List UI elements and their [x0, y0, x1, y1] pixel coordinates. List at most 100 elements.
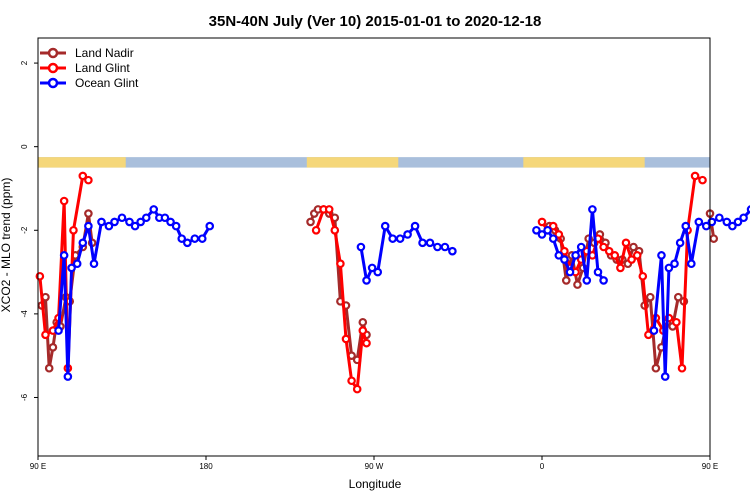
ocean-glint-point — [367, 263, 377, 273]
y-axis-label: XCO2 - MLO trend (ppm) — [0, 178, 13, 313]
ocean-glint-point — [136, 217, 145, 227]
legend-land-glint-marker — [47, 62, 59, 74]
land-glint-point — [41, 330, 50, 340]
land-glint-point — [677, 363, 687, 373]
y-tick-label: 2 — [20, 60, 29, 65]
legend-ocean-glint-marker — [47, 77, 59, 89]
ocean-glint-point — [380, 221, 390, 231]
land-glint-point — [672, 317, 681, 327]
ocean-glint-point — [425, 238, 435, 248]
land-glint-point — [621, 238, 631, 248]
ocean-glint-point — [440, 242, 450, 252]
ocean-glint-point — [543, 225, 552, 235]
y-tick-label: 0 — [20, 144, 29, 149]
ocean-glint-point — [588, 205, 597, 214]
land-nadir-point — [44, 363, 54, 373]
legend-ocean-glint-label: Ocean Glint — [75, 76, 139, 90]
ocean-glint-point — [403, 230, 412, 239]
ocean-glint-point — [728, 221, 737, 231]
ocean-glint-point — [362, 276, 371, 285]
land-glint-point — [627, 255, 636, 264]
land-glint-point — [330, 225, 340, 235]
ocean-glint-point — [675, 238, 685, 248]
ocean-glint-point — [576, 242, 586, 252]
land-glint-point — [554, 230, 564, 239]
ocean-glint-point — [373, 267, 383, 277]
land-nadir-point — [48, 343, 58, 352]
ocean-glint-point — [141, 213, 151, 223]
land-band-segment — [306, 157, 399, 168]
ocean-glint-point — [582, 276, 592, 285]
x-tick-label: 90 W — [365, 462, 384, 471]
ocean-glint-point — [670, 259, 679, 269]
land-nadir-point — [561, 276, 571, 285]
land-glint-point — [59, 196, 69, 206]
ocean-glint-point — [63, 372, 73, 381]
land-glint-point — [84, 175, 93, 185]
land-glint-point — [604, 246, 614, 256]
ocean-glint-point — [205, 221, 215, 231]
land-glint-point — [644, 330, 653, 340]
ocean-glint-point — [660, 372, 670, 381]
land-glint-point — [341, 334, 351, 344]
land-glint-point — [599, 242, 608, 252]
ocean-glint-point — [448, 246, 457, 256]
ocean-glint-point — [418, 238, 427, 248]
land-nadir-point — [84, 209, 93, 218]
ocean-glint-point — [532, 225, 541, 235]
ocean-glint-point — [739, 213, 748, 223]
ocean-glint-point — [190, 234, 200, 243]
ocean-glint-point — [104, 221, 114, 231]
land-nadir-point — [645, 292, 655, 302]
ocean-glint-point — [560, 255, 569, 264]
ocean-glint-point — [571, 251, 580, 260]
y-tick-label: -4 — [20, 310, 29, 318]
ocean-glint-point — [746, 205, 750, 214]
land-glint-point — [616, 263, 625, 273]
ocean-glint-point — [649, 326, 659, 335]
ocean-glint-point — [177, 234, 187, 243]
ocean-glint-point — [657, 251, 666, 260]
land-nadir-point — [709, 234, 719, 243]
ocean-glint-point — [72, 259, 82, 269]
ocean-glint-point — [733, 217, 743, 227]
y-tick-label: -6 — [20, 393, 29, 401]
ocean-glint-point — [722, 217, 732, 227]
ocean-glint-point — [554, 251, 564, 260]
land-glint-point — [698, 175, 707, 185]
ocean-glint-point — [197, 234, 207, 243]
legend-land-glint-label: Land Glint — [75, 61, 130, 75]
ocean-glint-point — [54, 326, 63, 335]
ocean-glint-point — [149, 205, 159, 214]
land-glint-point — [690, 171, 700, 181]
y-axis: 2 0 -2 -4 -6 — [20, 60, 38, 401]
land-glint-point — [548, 221, 558, 231]
ocean-glint-point — [599, 276, 608, 285]
land-nadir-point — [673, 292, 683, 302]
ocean-glint-point — [395, 234, 405, 243]
land-glint-point — [78, 171, 88, 181]
x-axis: 90 E 180 90 W 0 90 E — [30, 456, 718, 471]
ocean-glint-point — [166, 217, 175, 227]
land-nadir-point — [651, 363, 661, 373]
ocean-glint-point — [117, 213, 127, 223]
land-glint-point — [336, 259, 345, 269]
x-tick-label: 90 E — [30, 462, 46, 471]
ocean-glint-point — [171, 221, 181, 231]
ocean-glint-point — [548, 234, 558, 243]
x-tick-label: 0 — [540, 462, 545, 471]
land-glint-point — [632, 251, 642, 260]
ocean-glint-line — [652, 208, 750, 379]
chart-title: 35N-40N July (Ver 10) 2015-01-01 to 2020… — [209, 13, 542, 30]
land-glint-point — [638, 271, 648, 281]
ocean-glint-point — [356, 242, 366, 252]
land-glint-point — [311, 225, 321, 235]
legend-land-nadir-label: Land Nadir — [75, 46, 134, 60]
ocean-glint-point — [593, 267, 603, 277]
land-glint-point — [69, 225, 78, 235]
ocean-glint-point — [78, 238, 88, 248]
ocean-glint-point — [701, 221, 711, 231]
ocean-glint-point — [537, 230, 547, 239]
ocean-glint-point — [433, 242, 442, 252]
